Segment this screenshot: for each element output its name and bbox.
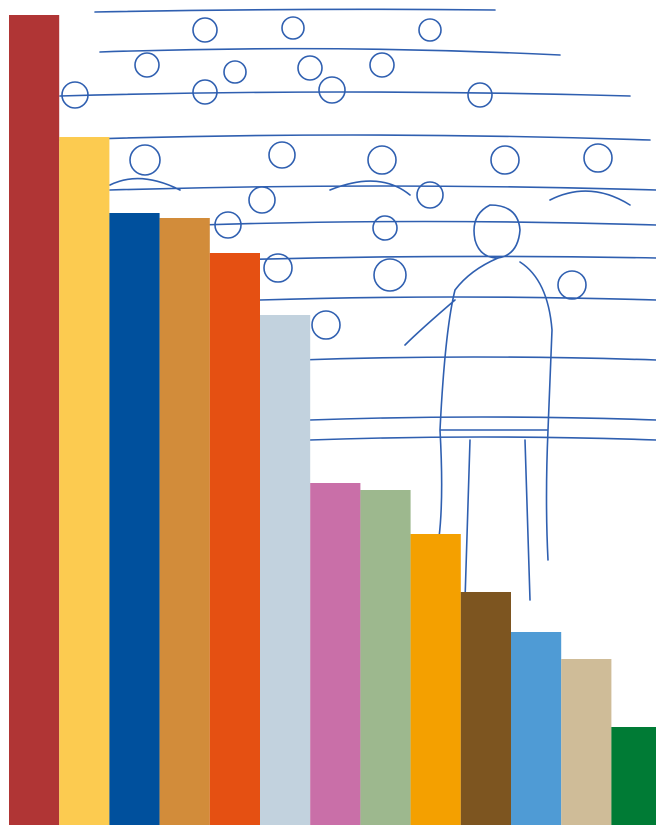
bar (209, 253, 260, 825)
bar (260, 315, 311, 825)
bar (360, 490, 411, 825)
bar (59, 137, 110, 825)
lecture-hall-sketch (59, 8, 656, 601)
bar (410, 534, 461, 825)
bar (611, 727, 656, 825)
bar (159, 218, 210, 825)
bar (310, 483, 361, 825)
bar (561, 659, 612, 825)
bar (109, 213, 160, 825)
bar (460, 592, 511, 825)
bar (511, 632, 562, 825)
bar (9, 15, 60, 825)
